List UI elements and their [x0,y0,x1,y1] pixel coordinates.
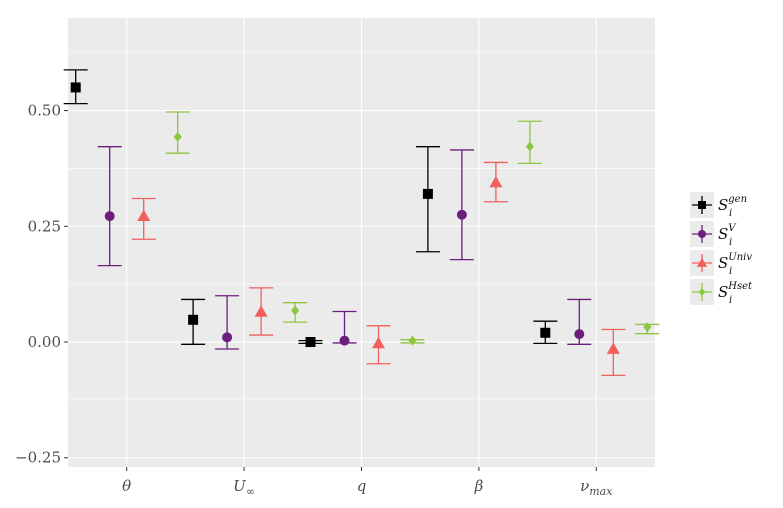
data-marks [63,69,660,376]
data-point [305,337,316,348]
data-point [525,141,534,152]
legend-key-marker [696,257,708,267]
data-point [104,211,115,222]
data-point [222,332,233,343]
x-tick-label: U∞ [233,477,255,498]
legend-key-marker [698,201,706,209]
data-point [372,336,385,349]
x-tick-label: θ [122,477,131,495]
data-point [574,329,585,340]
x-tick-label: q [357,477,367,495]
grid-lines [68,18,655,467]
data-point [408,335,417,346]
x-axis: θ U∞ q β νmax [122,467,613,498]
data-point [173,131,182,142]
y-tick-label: 0.00 [28,333,61,351]
y-tick-label: 0.25 [28,217,61,235]
data-point [137,209,151,221]
data-point [540,327,551,338]
x-tick-label: νmax [580,477,613,498]
legend-label-subscript: i [729,237,732,248]
data-point [70,82,81,93]
y-tick-label: 0.50 [28,102,61,120]
x-tick-label: β [474,477,484,495]
data-point [643,322,652,333]
y-tick-label: −0.25 [15,449,61,467]
legend-label-subscript: i [729,295,732,306]
legend-label-subscript: i [729,266,732,277]
legend-key-marker [698,230,706,238]
y-axis: −0.25 0.00 0.25 0.50 [15,102,68,467]
data-point [254,305,268,317]
data-point [606,342,620,354]
data-point [188,314,199,325]
data-point [339,335,350,346]
data-point [291,305,300,316]
data-point [489,175,503,188]
data-point [456,209,467,220]
legend-key-marker [698,288,706,296]
data-point [422,188,433,199]
legend-label-subscript: i [729,208,732,219]
